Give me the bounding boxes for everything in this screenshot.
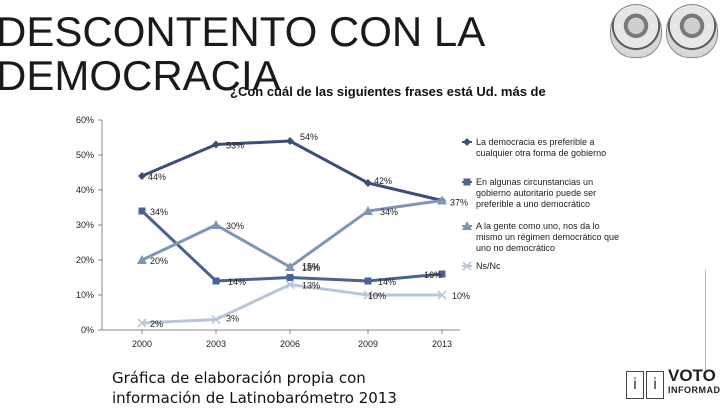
triangle-marker (285, 262, 295, 271)
legend-label-line: En algunas circunstancias un (476, 177, 593, 187)
data-label: 13% (302, 281, 320, 291)
data-label: 15% (302, 262, 320, 272)
logo-box-icon: i (646, 371, 664, 399)
data-label: 54% (300, 132, 318, 142)
x-tick-label: 2009 (358, 339, 378, 349)
x-tick-label: 2000 (132, 339, 152, 349)
legend-label-line: gobierno autoritario puede ser (476, 188, 596, 198)
legend-label-line: cualquier otra forma de gobierno (476, 148, 606, 158)
data-label: 53% (226, 141, 244, 151)
series-1 (138, 137, 446, 205)
data-label: 44% (148, 172, 166, 182)
x-axis-ticks: 2000 2003 2006 2009 2013 (132, 330, 452, 349)
y-tick-label: 60% (76, 115, 94, 125)
data-label: 37% (450, 198, 468, 208)
square-marker (212, 277, 220, 285)
legend-label: La democracia es preferible a cualquier o… (476, 137, 606, 158)
title-line-2: DEMOCRACIA (0, 52, 281, 99)
legend-item: Ns/Nc (462, 261, 501, 271)
series-layer (137, 137, 447, 328)
data-label: 10% (368, 291, 386, 301)
diamond-marker (212, 140, 220, 149)
data-labels: 44% 53% 54% 42% 37% 34% 14% 15% 14% 16% 20% 30% 18% 3… (148, 132, 470, 329)
legend-label-line: A la gente como uno, nos da lo (476, 221, 600, 231)
series-2 (138, 207, 446, 285)
series-line (141, 282, 442, 325)
faculty-crest-icon (666, 4, 718, 58)
triangle-marker (437, 195, 447, 205)
data-label: 10% (452, 291, 470, 301)
survey-question: ¿Con cuál de las siguientes frases está … (230, 84, 546, 99)
legend-item: La democracia es preferible a cualquier o… (462, 137, 606, 158)
square-marker (286, 274, 294, 281)
x-tick-label: 2013 (432, 339, 452, 349)
diamond-marker (138, 172, 146, 180)
series-3 (137, 195, 447, 271)
triangle-marker (363, 206, 373, 215)
data-label: 14% (228, 277, 246, 287)
divider-line (705, 270, 706, 370)
legend-label-line: Ns/Nc (476, 261, 501, 271)
legend-item: En algunas circunstancias un gobierno aut… (462, 177, 596, 209)
y-tick-label: 20% (76, 255, 94, 265)
logo-subtext: INFORMADO (668, 385, 720, 395)
source-caption: Gráfica de elaboración propia con inform… (112, 368, 397, 408)
y-axis-ticks: 0% 10% 20% 30% 40% 50% 60% (76, 115, 102, 335)
data-label: 34% (150, 207, 168, 217)
data-label: 3% (226, 314, 239, 324)
caption-line-1: Gráfica de elaboración propia con (112, 369, 366, 387)
y-tick-label: 30% (76, 220, 94, 230)
legend-label-line: uno no democrático (476, 243, 555, 253)
caption-line-2: información de Latinobarómetro 2013 (112, 389, 397, 407)
square-marker (364, 277, 372, 285)
cross-marker (285, 279, 295, 290)
legend-label: Ns/Nc (476, 261, 501, 271)
square-marker (463, 178, 471, 186)
university-crests (602, 0, 720, 62)
data-label: 14% (378, 277, 396, 287)
data-label: 20% (150, 256, 168, 266)
legend-label-line: preferible a uno democrático (476, 199, 590, 209)
y-tick-label: 40% (76, 185, 94, 195)
data-label: 30% (226, 221, 244, 231)
legend-item: A la gente como uno, nos da lo mismo un r… (462, 221, 619, 253)
data-label: 2% (150, 319, 163, 329)
cross-marker (137, 318, 147, 328)
data-label: 18% (302, 263, 320, 273)
chart-legend: La democracia es preferible a cualquier o… (462, 137, 619, 271)
diamond-marker (286, 137, 294, 145)
voto-informado-logo: i i VOTO INFORMADO (626, 365, 720, 405)
series-line (141, 139, 443, 202)
unam-crest-icon (610, 4, 662, 58)
data-label: 42% (374, 176, 392, 186)
diamond-marker (364, 179, 372, 187)
y-tick-label: 0% (81, 325, 94, 335)
cross-marker (363, 290, 373, 300)
y-tick-label: 50% (76, 150, 94, 160)
cross-marker (437, 290, 447, 300)
triangle-marker (137, 255, 147, 264)
title-line-1: DESCONTENTO CON LA (0, 8, 486, 55)
y-tick-label: 10% (76, 290, 94, 300)
square-marker (138, 207, 146, 215)
data-label: 16% (424, 270, 442, 280)
x-tick-label: 2003 (206, 339, 226, 349)
diamond-marker (463, 138, 471, 146)
logo-text: VOTO (668, 366, 716, 385)
legend-label-line: mismo un régimen democrático que (476, 232, 619, 242)
logo-box-icon: i (626, 371, 644, 399)
data-label: 34% (380, 207, 398, 217)
cross-marker (462, 261, 472, 271)
series-4 (137, 279, 447, 328)
cross-marker (211, 314, 221, 325)
legend-label: A la gente como uno, nos da lo mismo un r… (476, 221, 619, 253)
triangle-marker (462, 221, 472, 230)
square-marker (438, 270, 446, 278)
legend-label: En algunas circunstancias un gobierno aut… (476, 177, 596, 209)
x-tick-label: 2006 (280, 339, 300, 349)
triangle-marker (211, 220, 221, 229)
legend-label-line: La democracia es preferible a (476, 137, 595, 147)
